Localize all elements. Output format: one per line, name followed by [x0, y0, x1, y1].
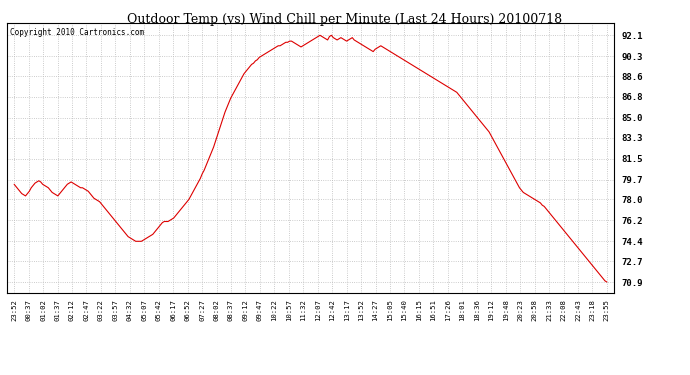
Text: Copyright 2010 Cartronics.com: Copyright 2010 Cartronics.com [10, 28, 144, 37]
Text: Outdoor Temp (vs) Wind Chill per Minute (Last 24 Hours) 20100718: Outdoor Temp (vs) Wind Chill per Minute … [128, 13, 562, 26]
